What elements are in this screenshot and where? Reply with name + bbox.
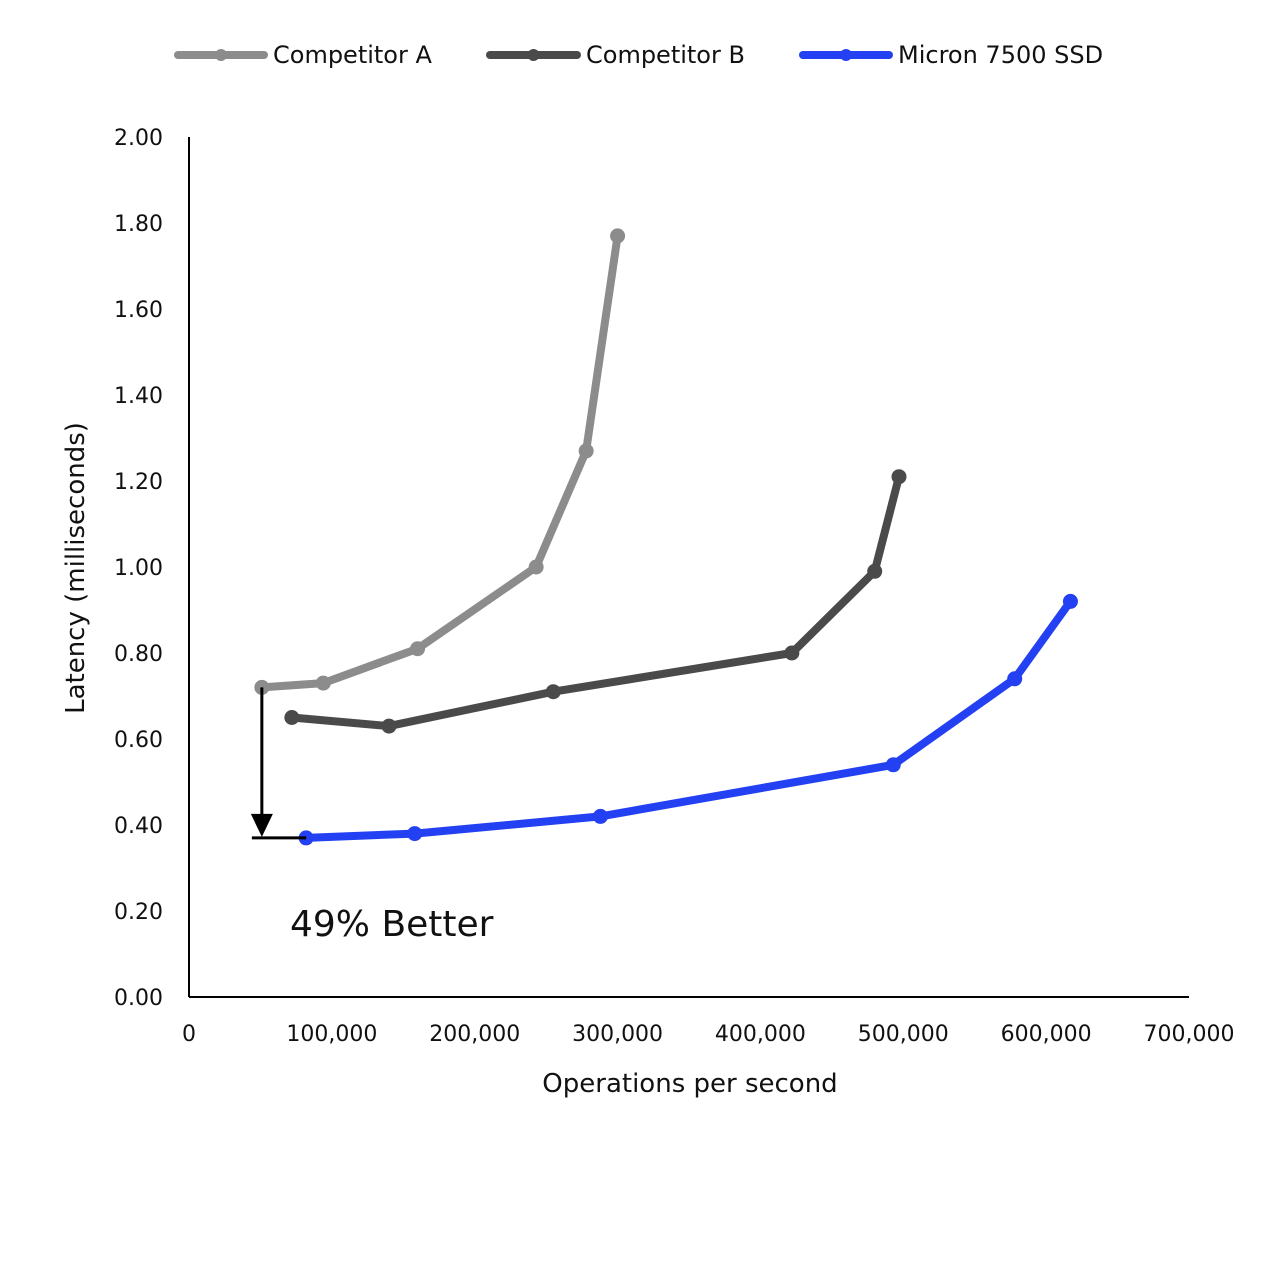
legend-swatch-marker [215,49,227,61]
data-point [381,718,397,734]
legend-item-competitor-b: Competitor B [486,41,745,69]
data-point [578,443,594,459]
y-tick-label: 2.00 [114,126,163,151]
y-tick-label: 1.80 [114,212,163,237]
data-point [1007,671,1023,687]
legend-label: Micron 7500 SSD [898,41,1103,69]
y-tick-label: 0.20 [114,900,163,925]
x-tick-label: 500,000 [858,1022,949,1047]
data-point [610,228,626,244]
legend: Competitor A Competitor B Micron 7500 SSD [174,41,1103,69]
series-competitor-a [254,228,626,695]
x-tick-label: 600,000 [1001,1022,1092,1047]
annotation-text: 49% Better [290,904,494,945]
legend-item-micron-7500-ssd: Micron 7500 SSD [799,41,1103,69]
data-point [592,808,608,824]
y-tick-label: 1.20 [114,470,163,495]
y-tick-label: 0.60 [114,728,163,753]
y-tick-label: 1.00 [114,556,163,581]
x-axis-ticks: 0 100,000 200,000 300,000 400,000 500,000 600,… [182,1022,1234,1047]
y-tick-label: 0.00 [114,986,163,1011]
series-line [287,472,903,731]
x-axis-title: Operations per second [542,1069,837,1099]
y-tick-label: 1.60 [114,298,163,323]
legend-label: Competitor A [273,41,432,69]
legend-label: Competitor B [586,41,745,69]
annotation: 49% Better [250,687,494,945]
x-tick-label: 700,000 [1144,1022,1235,1047]
data-point [528,559,544,575]
annotation-arrow-head [250,813,273,837]
x-tick-label: 200,000 [429,1022,520,1047]
y-axis-title: Latency (milliseconds) [61,422,91,714]
series-micron-7500-ssd [298,593,1078,846]
legend-item-competitor-a: Competitor A [174,41,432,69]
data-point [284,710,300,725]
legend-swatch-marker [840,49,852,61]
series-line [302,597,1075,842]
data-point [784,645,800,661]
y-tick-label: 1.40 [114,384,163,409]
series-competitor-b [284,469,907,734]
y-tick-label: 0.40 [114,814,163,839]
data-point [867,563,883,579]
series-line [257,231,622,692]
data-point [410,641,426,657]
series-layer [254,228,1078,846]
data-point [885,757,901,773]
data-point [545,684,561,700]
x-tick-label: 0 [182,1022,196,1047]
y-axis-ticks: 0.00 0.20 0.40 0.60 0.80 1.00 1.20 1.40 1.60 1.80… [114,126,163,1011]
x-tick-label: 100,000 [286,1022,377,1047]
x-tick-label: 300,000 [572,1022,663,1047]
data-point [407,826,423,842]
x-tick-label: 400,000 [715,1022,806,1047]
legend-swatch-marker [527,49,540,61]
data-point [315,675,331,691]
data-point [891,469,907,485]
data-point [1062,593,1078,609]
y-tick-label: 0.80 [114,642,163,667]
